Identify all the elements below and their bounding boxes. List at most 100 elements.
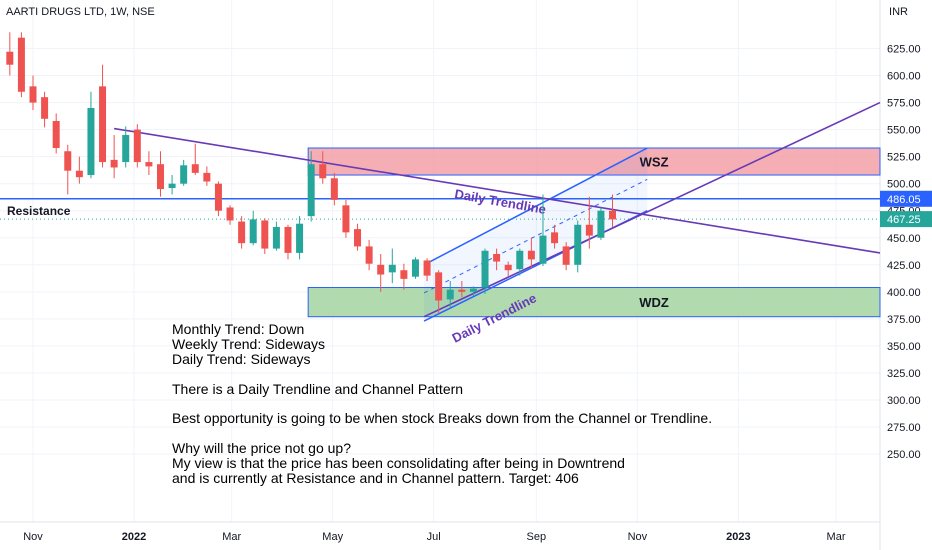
candle [75,156,83,184]
candle-body [75,170,83,178]
candle-body [296,223,304,253]
candle-body [249,219,257,244]
y-tick-label: 325.00 [887,368,921,380]
candle-body [354,229,362,247]
note-view-line2: and is currently at Resistance and in Ch… [172,470,579,486]
candle [180,159,188,186]
candle [64,144,72,195]
price-label-box-0 [880,190,932,207]
candle-body [423,260,431,276]
resistance-label: Resistance [7,204,71,218]
candle-body [110,159,118,168]
candle-body [41,97,49,119]
y-tick-label: 375.00 [887,314,921,326]
currency-label: INR [889,6,908,18]
candle-body [388,264,396,273]
price-label-1: 467.25 [887,214,921,226]
candle-body [284,226,292,253]
candle-body [156,164,164,190]
y-tick-label: 425.00 [887,260,921,272]
candle [145,151,153,176]
candle [423,258,431,282]
candle-body [203,172,211,182]
note-pattern: There is a Daily Trendline and Channel P… [172,381,464,397]
candle [214,181,222,217]
candle-body [307,164,315,217]
y-tick-label: 525.00 [887,152,921,164]
y-tick-label: 275.00 [887,422,921,434]
candle [17,32,25,98]
zone-label-wdz: WDZ [639,295,669,310]
candle [527,237,535,269]
candle [261,218,269,254]
candle-body [87,107,95,176]
candle [597,207,605,240]
y-tick-label: 450.00 [887,233,921,245]
candle [41,91,49,128]
candle [469,286,477,297]
candle [354,223,362,251]
candle [191,143,199,176]
candle [481,248,489,295]
y-tick-label: 625.00 [887,44,921,56]
trendline-lower [423,101,881,318]
candle-body [562,246,570,265]
zone-wsz [307,147,881,176]
chart-title: AARTI DRUGS LTD, 1W, NSE [6,6,155,18]
candle [365,239,373,271]
candle [400,263,408,290]
candle-body [458,289,466,292]
candle-body [122,135,130,163]
candle-body [168,183,176,189]
y-tick-label: 400.00 [887,287,921,299]
trendline-upper [114,127,881,254]
candle [284,224,292,260]
candle-body [481,250,489,288]
candle-body [145,162,153,167]
y-tick-label: 550.00 [887,125,921,137]
candle [562,242,570,271]
candle [551,224,559,249]
candle [377,253,385,292]
x-tick-label: May [322,531,343,543]
x-tick-label: 2023 [726,531,750,543]
candle-body [400,270,408,279]
candle-body [52,120,60,148]
candle-body [493,253,501,262]
note-opportunity: Best opportunity is going to be when sto… [172,410,713,426]
x-tick-label: Jul [427,531,441,543]
x-tick-label: Nov [23,531,43,543]
candle-body [365,246,373,264]
candle-body [191,164,199,173]
candle-body [609,210,617,220]
candle-body [261,220,269,249]
candle [122,126,130,168]
y-tick-label: 500.00 [887,179,921,191]
y-tick-label: 350.00 [887,341,921,353]
x-tick-label: Mar [222,531,241,543]
candle-body [469,288,477,292]
candle-body [99,86,107,163]
candle [458,281,466,298]
x-tick-label: Sep [527,531,547,543]
candle-body [446,289,454,300]
candle [504,261,512,277]
candle-body [64,151,72,171]
candle-body [6,51,14,65]
note-monthly-trend: Monthly Trend: Down [172,321,305,337]
candle-body [319,164,327,179]
candle [435,270,443,314]
candle [446,281,454,309]
candle [388,248,396,284]
price-label-0: 486.05 [887,194,921,206]
candle [296,216,304,260]
y-tick-label: 600.00 [887,71,921,83]
candle-body [504,264,512,271]
candle [156,151,164,197]
candle [52,113,60,154]
x-tick-label: 2022 [122,531,146,543]
y-tick-label: 575.00 [887,98,921,110]
channel-fill [424,147,648,322]
x-tick-label: Mar [827,531,846,543]
